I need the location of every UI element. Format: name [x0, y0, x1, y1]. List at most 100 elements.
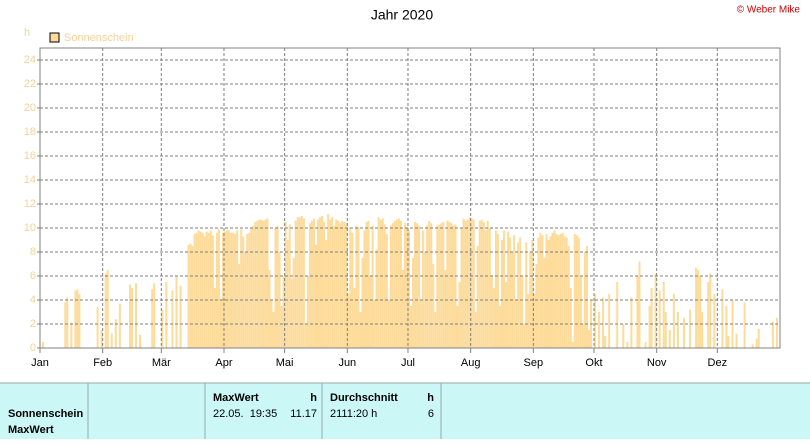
col-unit: h — [427, 392, 434, 404]
bar — [365, 222, 368, 348]
bar — [743, 302, 746, 348]
bar — [175, 276, 178, 348]
bar — [541, 235, 544, 348]
bar — [78, 294, 81, 348]
bar — [707, 282, 710, 348]
bar — [630, 297, 633, 348]
bar — [575, 235, 578, 348]
bar — [246, 234, 249, 348]
bar — [66, 297, 69, 348]
bar — [367, 220, 370, 348]
bar — [397, 218, 400, 348]
bar — [135, 283, 138, 348]
bar — [456, 306, 459, 348]
bar — [203, 236, 206, 348]
bar — [537, 237, 540, 348]
y-tick-label: 18 — [24, 126, 36, 138]
bar — [205, 231, 208, 348]
bar — [343, 222, 346, 348]
bar — [616, 282, 619, 348]
bar — [428, 220, 431, 348]
bar — [209, 230, 212, 348]
bar — [412, 258, 415, 348]
x-tick-label: Dez — [708, 357, 728, 369]
legend-swatch — [49, 32, 60, 43]
bar — [325, 240, 328, 348]
y-tick-label: 10 — [24, 222, 36, 234]
bar — [337, 220, 340, 348]
bar — [602, 297, 605, 348]
bar — [567, 246, 570, 348]
bar — [76, 289, 79, 348]
bar — [466, 219, 469, 348]
bar — [699, 276, 702, 348]
bar — [436, 225, 439, 348]
bar — [533, 294, 536, 348]
bar — [316, 219, 320, 348]
bar — [207, 232, 210, 348]
bar — [676, 312, 679, 348]
bar — [335, 219, 338, 348]
bar — [517, 242, 520, 348]
bar — [323, 222, 326, 348]
bar — [387, 300, 390, 348]
chart-title: Jahr 2020 — [371, 7, 433, 23]
bar — [543, 258, 546, 348]
bar — [391, 223, 394, 348]
bar — [199, 231, 202, 348]
bar — [355, 225, 358, 348]
bar — [110, 333, 113, 348]
bar — [369, 276, 372, 348]
bar — [385, 234, 388, 348]
bar — [280, 306, 283, 348]
bar — [561, 232, 564, 348]
bar — [377, 217, 380, 348]
bar — [236, 230, 239, 348]
bar — [468, 217, 471, 348]
bar — [128, 284, 131, 348]
x-tick-label: Sep — [524, 357, 544, 369]
y-tick-label: 22 — [24, 78, 36, 90]
col-unit: h — [310, 392, 317, 404]
bar — [193, 234, 196, 348]
bar — [476, 246, 479, 348]
col-header: Durchschnitt — [330, 392, 398, 404]
bar — [217, 229, 220, 348]
bar — [403, 223, 406, 348]
bar — [300, 216, 303, 348]
bar — [650, 288, 653, 348]
bar — [375, 249, 378, 348]
bar — [191, 246, 194, 348]
bar — [410, 306, 413, 348]
bar — [401, 270, 404, 348]
bar — [405, 228, 408, 348]
bar — [319, 217, 322, 348]
bar — [636, 276, 639, 348]
y-tick-label: 12 — [24, 198, 36, 210]
bar — [709, 273, 712, 348]
bar — [197, 230, 200, 348]
bar — [414, 222, 417, 348]
bar — [331, 217, 334, 348]
bar — [70, 322, 73, 348]
bar — [668, 330, 671, 348]
bar — [151, 289, 154, 348]
bar — [114, 319, 117, 348]
bar — [505, 282, 508, 348]
bar — [242, 236, 245, 348]
bar — [165, 282, 168, 348]
bar — [213, 288, 216, 348]
bar — [587, 330, 590, 348]
bar — [106, 270, 109, 348]
plot-border — [39, 47, 781, 349]
bar — [395, 219, 398, 348]
bar — [460, 228, 463, 348]
bar — [64, 302, 67, 348]
y-tick-label: 6 — [30, 270, 36, 282]
bar — [294, 220, 297, 348]
bar — [254, 222, 257, 348]
bar — [195, 232, 198, 348]
bar — [399, 220, 402, 348]
bar — [357, 226, 360, 348]
bar — [339, 223, 342, 348]
